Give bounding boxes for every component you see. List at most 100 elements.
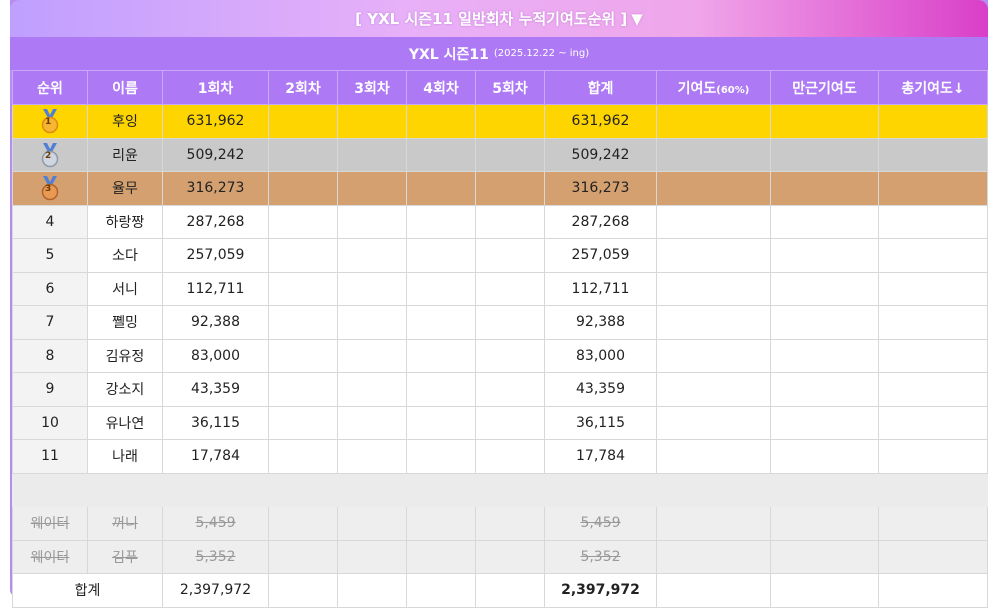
contrib-empty-cell [878,171,988,206]
contrib-empty-cell [770,338,879,373]
round-empty-cell [337,439,407,474]
contrib-empty-cell [656,506,771,541]
waiter-name-cell: 김푸 [87,539,163,574]
contrib-empty-cell [656,539,771,574]
table-row: 3 율무 316,273 316,273 [12,171,988,206]
round-empty-cell [406,204,476,239]
total-cell: 17,784 [544,439,657,474]
contrib-empty-cell [656,171,771,206]
round-empty-cell [475,439,545,474]
col-name[interactable]: 이름 [87,70,163,105]
summary-total: 2,397,972 [544,573,657,608]
col-round2[interactable]: 2회차 [268,70,338,105]
total-cell: 112,711 [544,271,657,306]
round-empty-cell [268,506,338,541]
waiter-row: 웨이터 꺼니 5,459 5,459 [12,506,988,541]
round-empty-cell [337,104,407,139]
round-empty-cell [337,338,407,373]
contrib-empty-cell [770,506,879,541]
rank-cell: 8 [12,338,88,373]
contrib-empty-cell [656,271,771,306]
col-total-contrib[interactable]: 총기여도↓ [878,70,988,105]
round1-cell: 17,784 [162,439,269,474]
section-divider [12,472,988,507]
round-empty-cell [268,271,338,306]
ranking-title-banner[interactable]: [ YXL 시즌11 일반회차 누적기여도순위 ] ▼ [10,0,988,37]
contrib-empty-cell [878,238,988,273]
round1-cell: 36,115 [162,405,269,440]
col-round4[interactable]: 4회차 [406,70,476,105]
round-empty-cell [268,439,338,474]
waiter-round1-cell: 5,459 [162,506,269,541]
round-empty-cell [475,506,545,541]
name-cell: 리윤 [87,137,163,172]
round-empty-cell [268,204,338,239]
round-empty-cell [406,506,476,541]
name-cell: 하랑짱 [87,204,163,239]
waiter-row: 웨이터 김푸 5,352 5,352 [12,539,988,574]
round-empty-cell [268,305,338,340]
col-round1[interactable]: 1회차 [162,70,269,105]
contrib-empty-cell [770,171,879,206]
contrib-empty-cell [878,271,988,306]
ranking-panel: [ YXL 시즌11 일반회차 누적기여도순위 ] ▼ YXL 시즌11 (20… [10,0,988,608]
total-cell: 631,962 [544,104,657,139]
round-empty-cell [406,104,476,139]
name-cell: 서니 [87,271,163,306]
col-rank[interactable]: 순위 [12,70,88,105]
waiter-rank-cell: 웨이터 [12,506,88,541]
round-empty-cell [475,238,545,273]
name-cell: 소다 [87,238,163,273]
round-empty-cell [337,171,407,206]
table-row: 6 서니 112,711 112,711 [12,271,988,306]
round1-cell: 257,059 [162,238,269,273]
waiter-total-cell: 5,459 [544,506,657,541]
total-cell: 43,359 [544,372,657,407]
round-empty-cell [337,238,407,273]
round1-cell: 112,711 [162,271,269,306]
table-row: 5 소다 257,059 257,059 [12,238,988,273]
col-round3[interactable]: 3회차 [337,70,407,105]
total-cell: 83,000 [544,338,657,373]
round1-cell: 316,273 [162,171,269,206]
total-cell: 316,273 [544,171,657,206]
name-cell: 후잉 [87,104,163,139]
name-cell: 율무 [87,171,163,206]
round-empty-cell [337,539,407,574]
round-empty-cell [406,238,476,273]
medal-rank-number: 1 [45,117,52,128]
round-empty-cell [268,338,338,373]
round-empty-cell [475,372,545,407]
contrib-empty-cell [770,305,879,340]
round-empty-cell [406,372,476,407]
col-total[interactable]: 합계 [544,70,657,105]
round-empty-cell [268,372,338,407]
round-empty-cell [406,305,476,340]
contrib-empty-cell [770,439,879,474]
total-cell: 257,059 [544,238,657,273]
contrib-empty-cell [770,104,879,139]
rank-cell: 6 [12,271,88,306]
col-attendance[interactable]: 만근기여도 [770,70,879,105]
contrib-empty-cell [770,539,879,574]
contrib-empty-cell [656,238,771,273]
contrib-empty-cell [656,372,771,407]
round-empty-cell [475,338,545,373]
round-empty-cell [406,338,476,373]
round-empty-cell [406,137,476,172]
contrib-empty-cell [656,104,771,139]
contrib-empty-cell [878,137,988,172]
round-empty-cell [268,405,338,440]
chevron-down-icon[interactable]: ▼ [631,9,643,28]
name-cell: 김유정 [87,338,163,373]
col-contrib[interactable]: 기여도(60%) [656,70,771,105]
season-date-range: (2025.12.22 ~ ing) [493,48,590,59]
col-round5[interactable]: 5회차 [475,70,545,105]
contrib-empty-cell [656,204,771,239]
round-empty-cell [337,573,407,608]
round-empty-cell [406,539,476,574]
round-empty-cell [337,271,407,306]
name-cell: 쪨밍 [87,305,163,340]
contrib-empty-cell [878,204,988,239]
round-empty-cell [475,171,545,206]
